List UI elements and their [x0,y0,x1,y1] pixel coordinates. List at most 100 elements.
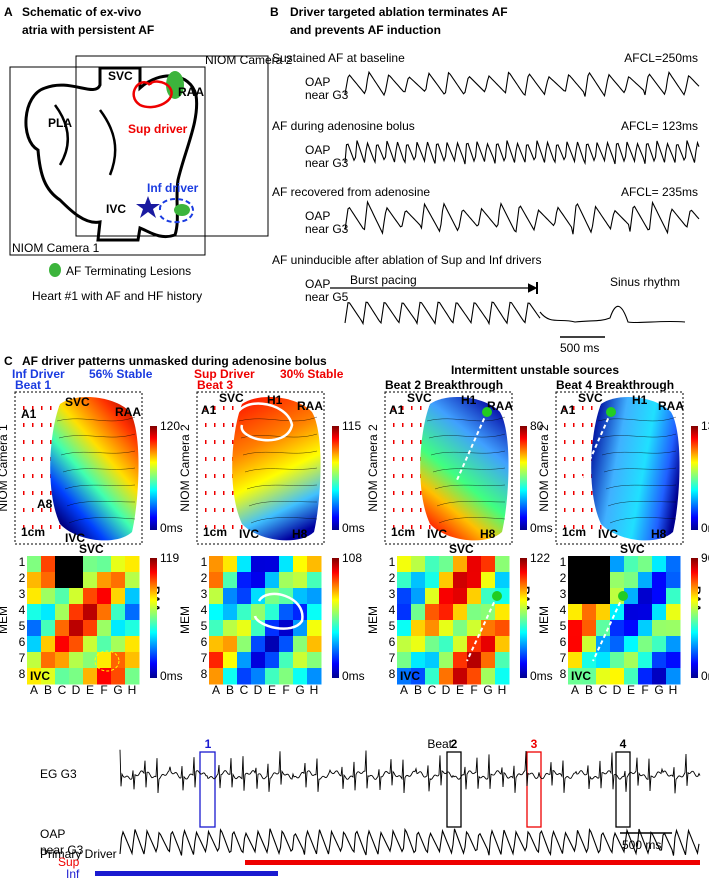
electrode [50,406,52,410]
mem-col: D [72,683,81,697]
electrode [32,508,34,512]
beat-title: Beat 2 Breakthrough [385,378,503,392]
mem-cell [568,652,583,669]
electrode [393,406,395,410]
mem-cell [596,588,611,605]
mem-cell [652,652,667,669]
mem-row: 6 [19,635,26,649]
mem-cell [638,668,653,685]
breakthrough-arrow [580,411,612,481]
mem-cell [453,636,468,653]
mem-col: A [400,683,408,697]
mem-cell [83,572,98,589]
electrode [573,525,575,529]
electrode [411,508,413,512]
mem-cell [251,556,266,573]
isochrone [64,484,136,490]
panel-title: AF driver patterns unmasked during adeno… [22,354,327,368]
electrode [223,457,225,461]
mem-cell [83,652,98,669]
mem-cell [610,652,625,669]
mem-cell [293,572,308,589]
electrode [393,457,395,461]
electrode [591,525,593,529]
mem-col: G [295,683,304,697]
mem-cell [411,620,426,637]
driver-loop [94,650,120,672]
label: Sinus rhythm [610,275,680,289]
electrode [564,406,566,410]
mem-col: C [599,683,608,697]
mem-col: D [613,683,622,697]
electrode [232,440,234,444]
label: near G3 [40,843,84,857]
beat-title: Beat 4 Breakthrough [556,378,674,392]
mem-cell [307,572,322,589]
electrode [582,406,584,410]
panel-letter: B [270,5,279,19]
map-label: A8 [37,497,53,511]
electrode [223,406,225,410]
driver-title: Inf Driver [12,367,65,381]
driver-stable: 30% Stable [280,367,344,381]
label: RAA [178,85,204,99]
electrode [402,423,404,427]
mem-cell [307,620,322,637]
mem-col: D [254,683,263,697]
mem-cell [481,652,496,669]
colorbar-min: 0ms [160,521,183,535]
mem-cell [425,572,440,589]
trace-label: OAP [305,143,330,157]
mem-row: 5 [19,619,26,633]
mem-cell [265,636,280,653]
mem-cell [223,652,238,669]
mem-cell [279,652,294,669]
mem-cell [425,620,440,637]
mem-cell [125,668,140,685]
beat-title: Beat 1 [15,378,51,392]
afcl: AFCL= 123ms [621,119,698,133]
isochrone [244,467,318,473]
mem-cell [425,668,440,685]
label: Beat [427,737,452,751]
map-label: H1 [461,393,477,407]
mem-cell [425,556,440,573]
mem-cell [652,668,667,685]
mem-cell [293,588,308,605]
mem-cell [467,604,482,621]
mem-cell [41,668,56,685]
electrode [393,491,395,495]
mem-cell [652,588,667,605]
mem-cell [568,572,583,589]
mem-cell [265,604,280,621]
map-label: IVC [427,527,447,541]
mem-row: 4 [560,603,567,617]
mem-cell [69,668,84,685]
mem-cell [41,556,56,573]
electrode [214,440,216,444]
colorbar-min: 0ms [530,669,553,683]
mem-cell [439,604,454,621]
mem-row: 7 [560,651,567,665]
mem-col: A [212,683,220,697]
electrode [564,474,566,478]
mem-cell [610,556,625,573]
mem-col: C [58,683,67,697]
label: OAP [40,827,65,841]
label: Sup driver [128,122,188,136]
mem-cell [439,652,454,669]
colorbar [691,558,698,678]
panel-letter: C [4,354,13,368]
mem-cell [638,636,653,653]
trace-label: near G3 [305,88,349,102]
beat-number: 2 [451,737,458,751]
electrode [402,457,404,461]
mem-col: G [113,683,122,697]
mem-cell [411,636,426,653]
row-title: AF during adenosine bolus [272,119,415,133]
electrode [32,423,34,427]
mem-cell [111,652,126,669]
mem-col: E [86,683,94,697]
mem-col: B [226,683,234,697]
mem-row: 8 [19,667,26,681]
